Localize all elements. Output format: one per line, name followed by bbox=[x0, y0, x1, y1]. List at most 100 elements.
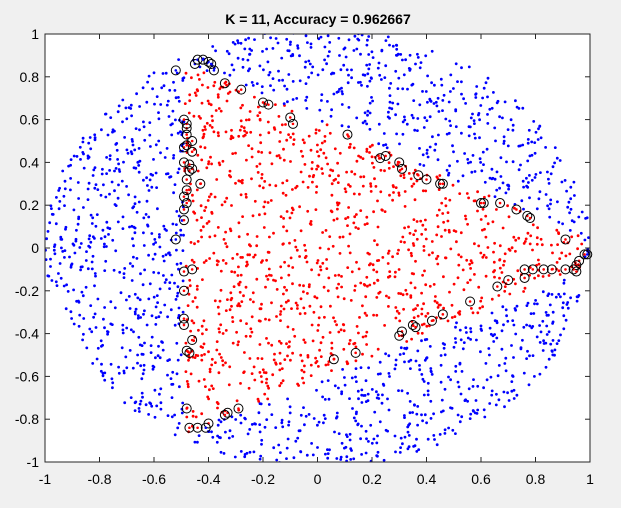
outer-class-point bbox=[443, 353, 447, 357]
outer-class-point bbox=[428, 97, 432, 101]
inner-class-point bbox=[433, 299, 437, 303]
inner-class-point bbox=[202, 261, 206, 264]
outer-class-point bbox=[491, 334, 495, 338]
inner-class-point bbox=[299, 229, 303, 233]
outer-class-point bbox=[308, 62, 312, 66]
outer-class-point bbox=[469, 116, 473, 120]
outer-class-point bbox=[136, 316, 140, 320]
outer-class-point bbox=[486, 113, 489, 116]
inner-class-point bbox=[340, 275, 343, 278]
outer-class-point bbox=[139, 399, 143, 403]
inner-class-point bbox=[523, 240, 527, 243]
outer-class-point bbox=[174, 96, 178, 100]
inner-class-point bbox=[244, 334, 248, 338]
outer-class-point bbox=[118, 270, 122, 274]
outer-class-point bbox=[244, 83, 248, 87]
outer-class-point bbox=[93, 272, 97, 275]
misclassified-marker bbox=[187, 146, 198, 157]
outer-class-point bbox=[485, 378, 489, 382]
inner-class-point bbox=[435, 301, 439, 305]
inner-class-point bbox=[259, 307, 263, 311]
outer-class-point bbox=[316, 446, 319, 449]
inner-class-point bbox=[201, 128, 205, 132]
inner-class-point bbox=[237, 134, 241, 138]
outer-class-point bbox=[91, 362, 95, 365]
inner-class-point bbox=[204, 128, 207, 131]
outer-class-point bbox=[105, 156, 108, 159]
outer-class-point bbox=[357, 397, 360, 401]
inner-class-point bbox=[270, 343, 274, 347]
inner-class-point bbox=[446, 211, 450, 215]
inner-class-point bbox=[420, 312, 424, 316]
inner-class-point bbox=[189, 372, 193, 376]
outer-class-point bbox=[569, 207, 573, 211]
outer-class-point bbox=[161, 348, 165, 352]
inner-class-point bbox=[491, 220, 495, 224]
inner-class-point bbox=[188, 284, 192, 288]
outer-class-point bbox=[175, 223, 178, 227]
inner-class-point bbox=[216, 305, 220, 309]
outer-class-point bbox=[142, 363, 146, 367]
inner-class-point bbox=[414, 229, 417, 233]
outer-class-point bbox=[93, 284, 96, 288]
inner-class-point bbox=[187, 358, 190, 362]
inner-class-point bbox=[457, 253, 461, 257]
outer-class-point bbox=[305, 453, 309, 457]
inner-class-point bbox=[221, 159, 225, 163]
outer-class-point bbox=[323, 398, 327, 401]
outer-class-point bbox=[482, 408, 486, 412]
outer-class-point bbox=[151, 257, 155, 261]
y-tick-label: -0.2 bbox=[15, 283, 39, 299]
inner-class-point bbox=[288, 216, 292, 220]
inner-class-point bbox=[192, 114, 196, 118]
outer-class-point bbox=[572, 180, 576, 184]
outer-class-point bbox=[175, 71, 179, 75]
outer-class-point bbox=[197, 434, 201, 437]
inner-class-point bbox=[187, 292, 191, 296]
outer-class-point bbox=[151, 87, 155, 91]
outer-class-point bbox=[125, 148, 129, 152]
inner-class-point bbox=[260, 302, 263, 306]
inner-class-point bbox=[312, 174, 316, 177]
outer-class-point bbox=[214, 49, 218, 53]
outer-class-point bbox=[153, 102, 156, 106]
outer-class-point bbox=[352, 49, 356, 52]
outer-class-point bbox=[177, 267, 180, 271]
outer-class-point bbox=[349, 447, 353, 451]
misclassified-marker bbox=[178, 313, 189, 324]
inner-class-point bbox=[253, 378, 257, 382]
outer-class-point bbox=[398, 142, 401, 146]
inner-class-point bbox=[443, 228, 447, 232]
outer-class-point bbox=[429, 100, 433, 103]
outer-class-point bbox=[310, 71, 314, 75]
outer-class-point bbox=[403, 115, 406, 119]
outer-class-point bbox=[103, 378, 107, 382]
outer-class-point bbox=[544, 311, 548, 314]
inner-class-point bbox=[448, 230, 451, 234]
inner-class-point bbox=[202, 225, 205, 229]
inner-class-point bbox=[208, 235, 212, 239]
outer-class-point bbox=[179, 353, 183, 357]
outer-class-point bbox=[122, 371, 126, 375]
outer-class-point bbox=[527, 128, 531, 132]
inner-class-point bbox=[185, 415, 189, 419]
inner-class-point bbox=[355, 159, 359, 163]
outer-class-point bbox=[368, 79, 372, 83]
inner-class-point bbox=[311, 339, 315, 343]
inner-class-point bbox=[255, 277, 259, 281]
outer-class-point bbox=[495, 392, 498, 396]
outer-class-point bbox=[436, 158, 440, 162]
inner-class-point bbox=[315, 360, 319, 363]
inner-class-point bbox=[225, 99, 229, 103]
inner-class-point bbox=[318, 246, 322, 250]
inner-class-point bbox=[292, 138, 296, 142]
inner-class-point bbox=[332, 316, 335, 320]
inner-class-point bbox=[410, 272, 414, 275]
inner-class-point bbox=[424, 314, 428, 318]
outer-class-point bbox=[482, 163, 485, 167]
inner-class-point bbox=[319, 341, 323, 345]
inner-class-point bbox=[240, 125, 244, 128]
inner-class-point bbox=[349, 142, 352, 146]
inner-class-point bbox=[370, 155, 374, 159]
outer-class-point bbox=[545, 333, 549, 336]
